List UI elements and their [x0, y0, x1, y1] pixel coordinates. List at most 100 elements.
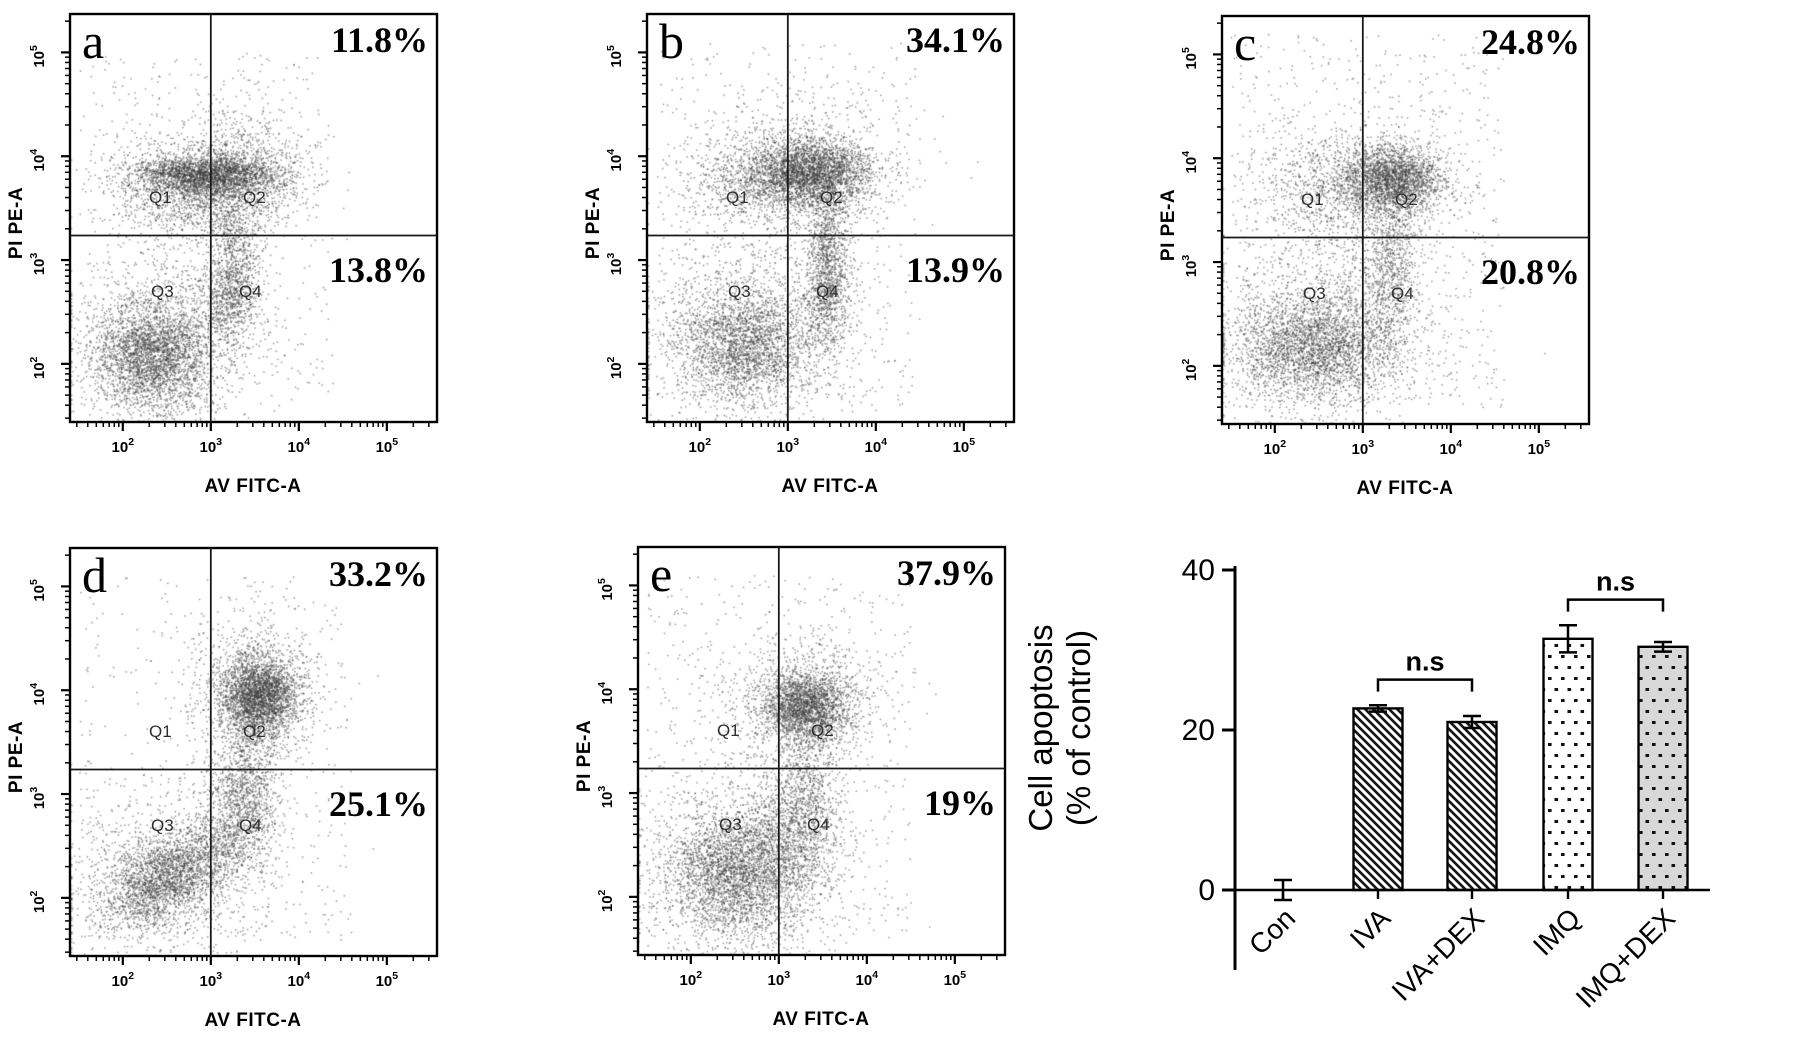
quadrant-label-q2: Q2 — [811, 721, 834, 740]
upper-right-percentage: 34.1% — [906, 20, 1005, 60]
quadrant-label-q2: Q2 — [243, 188, 266, 207]
lower-right-percentage: 20.8% — [1481, 252, 1580, 292]
y-tick-label: 102 — [1180, 358, 1200, 381]
quadrant-label-q4: Q4 — [239, 816, 262, 835]
x-tick-label: 105 — [376, 436, 399, 456]
upper-right-percentage: 24.8% — [1481, 22, 1580, 62]
quadrant-label-q4: Q4 — [807, 815, 830, 834]
x-tick-label: 105 — [953, 436, 976, 456]
x-tick-label: 105 — [944, 969, 967, 989]
quadrant-label-q3: Q3 — [151, 816, 174, 835]
x-tick-label: 104 — [865, 436, 888, 456]
lower-right-percentage: 13.9% — [906, 250, 1005, 290]
y-tick-label: 103 — [596, 786, 616, 809]
y-tick-label-20: 20 — [1182, 714, 1215, 747]
plot-border — [636, 545, 1007, 957]
x-axis-label: AV FITC-A — [781, 476, 879, 497]
quadrant-label-q3: Q3 — [728, 282, 751, 301]
flow-panel-a: 102 103 104 105 102 103 104 105 a 11.8% 13.8% Q… — [0, 0, 600, 520]
significance-bracket — [1376, 678, 1474, 692]
x-category-label-con: Con — [1243, 902, 1301, 960]
x-category-label-iva: IVA — [1344, 902, 1397, 955]
x-axis-label: AV FITC-A — [204, 1010, 302, 1031]
x-tick-label: 103 — [1352, 438, 1375, 458]
y-tick-label: 105 — [596, 578, 616, 601]
plot-border — [645, 12, 1016, 424]
scatter-axes: 102 103 104 105 102 103 104 105 — [28, 12, 439, 456]
x-tick-label: 104 — [288, 436, 311, 456]
bar-iva — [1352, 707, 1404, 892]
x-tick-label: 102 — [112, 970, 135, 990]
y-tick-label: 103 — [28, 787, 48, 810]
x-tick-label: 105 — [376, 970, 399, 990]
bar-y-axis-label-line2: (% of control) — [1060, 630, 1097, 826]
x-tick-label: 104 — [288, 970, 311, 990]
quadrant-label-q4: Q4 — [239, 282, 262, 301]
significance-label: n.s — [1596, 567, 1635, 597]
scatter-points — [70, 14, 437, 422]
scatter-points — [647, 14, 1014, 422]
plot-border — [68, 546, 439, 958]
y-tick-label: 105 — [605, 45, 625, 68]
quadrant-label-q2: Q2 — [1395, 190, 1418, 209]
y-tick-label: 103 — [28, 253, 48, 276]
quadrant-label-q4: Q4 — [1391, 284, 1414, 303]
x-tick-label: 103 — [200, 436, 223, 456]
scatter-axes: 102 103 104 105 102 103 104 105 — [596, 545, 1007, 989]
x-tick-label: 104 — [1440, 438, 1463, 458]
quadrant-label-q1: Q1 — [1301, 190, 1324, 209]
x-tick-label: 102 — [1264, 438, 1287, 458]
scatter-axes: 102 103 104 105 102 103 104 105 — [1180, 14, 1591, 458]
x-tick-label: 102 — [680, 969, 703, 989]
y-axis-label: PI PE-A — [6, 720, 27, 794]
y-axis-label: PI PE-A — [1158, 188, 1179, 262]
y-tick-label-0: 0 — [1198, 874, 1215, 907]
panel-letter: a — [82, 13, 105, 69]
y-tick-label: 105 — [28, 579, 48, 602]
x-category-label-iva-dex: IVA+DEX — [1386, 902, 1491, 1007]
quadrant-label-q3: Q3 — [1303, 284, 1326, 303]
scatter-axes: 102 103 104 105 102 103 104 105 — [605, 12, 1016, 456]
quadrant-label-q4: Q4 — [816, 282, 839, 301]
flow-panel-d: 102 103 104 105 102 103 104 105 d 33.2% 25.1% Q… — [0, 534, 600, 1046]
y-tick-label-40: 40 — [1182, 554, 1215, 587]
y-tick-label: 102 — [28, 890, 48, 913]
y-tick-label: 103 — [605, 253, 625, 276]
flow-panel-b: 102 103 104 105 102 103 104 105 b 34.1% 13.9% Q… — [577, 0, 1177, 520]
scatter-axes: 102 103 104 105 102 103 104 105 — [28, 546, 439, 990]
scatter-points — [70, 548, 437, 956]
significance-bracket — [1566, 598, 1665, 612]
x-tick-label: 105 — [1528, 438, 1551, 458]
bar-imq — [1542, 637, 1594, 892]
x-tick-label: 103 — [200, 970, 223, 990]
y-axis-label: PI PE-A — [6, 186, 27, 260]
x-axis-label: AV FITC-A — [204, 476, 302, 497]
x-tick-label: 103 — [777, 436, 800, 456]
significance-label: n.s — [1405, 647, 1444, 677]
panel-letter: c — [1234, 15, 1257, 71]
quadrant-label-q1: Q1 — [149, 188, 172, 207]
scatter-points — [638, 547, 1005, 955]
y-tick-label: 102 — [28, 356, 48, 379]
quadrant-label-q1: Q1 — [149, 722, 172, 741]
panel-letter: e — [650, 546, 673, 602]
x-axis-label: AV FITC-A — [772, 1009, 870, 1030]
y-tick-label: 102 — [596, 889, 616, 912]
x-tick-label: 103 — [768, 969, 791, 989]
panel-letter: d — [82, 547, 107, 603]
x-category-label-imq-dex: IMQ+DEX — [1570, 902, 1682, 1014]
flow-panel-c: 102 103 104 105 102 103 104 105 c 24.8% 20.8% Q… — [1152, 2, 1752, 522]
bar-imq-dex — [1637, 645, 1689, 892]
x-category-label-imq: IMQ — [1527, 902, 1586, 961]
plot-border — [68, 12, 439, 424]
upper-right-percentage: 11.8% — [330, 20, 428, 60]
y-tick-label: 104 — [596, 682, 616, 705]
lower-right-percentage: 19% — [924, 783, 996, 823]
bar-iva-dex — [1446, 720, 1498, 892]
quadrant-label-q2: Q2 — [820, 188, 843, 207]
y-tick-label: 105 — [28, 45, 48, 68]
quadrant-label-q3: Q3 — [151, 282, 174, 301]
y-tick-label: 104 — [605, 149, 625, 172]
quadrant-label-q1: Q1 — [726, 188, 749, 207]
